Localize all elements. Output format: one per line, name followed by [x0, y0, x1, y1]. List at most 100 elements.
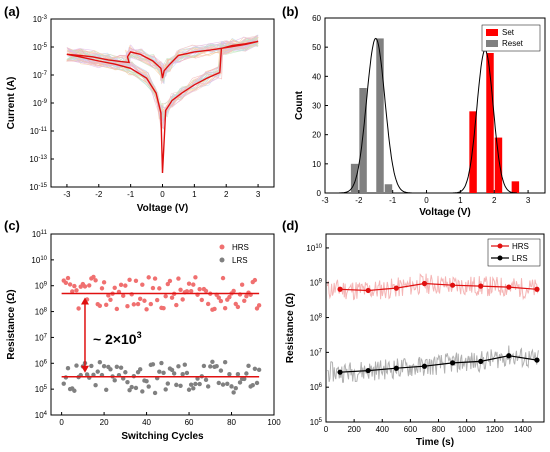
x-tick-label: 1: [458, 196, 463, 205]
data-point-lrs: [174, 382, 179, 388]
data-point-lrs: [233, 385, 238, 391]
data-point-lrs: [201, 363, 207, 369]
data-point-lrs: [188, 382, 194, 387]
x-tick-label: -2: [355, 196, 363, 205]
series-line-hrs: [340, 282, 538, 292]
gaussian-fit-curve: [339, 37, 412, 194]
y-tick-label: 1011: [32, 230, 48, 239]
y-tick-label: 60: [312, 14, 321, 23]
panel-label-d: (d): [282, 218, 299, 233]
data-point-hrs: [212, 306, 217, 312]
data-point-lrs: [393, 365, 399, 371]
data-point-hrs: [93, 278, 98, 283]
data-point-lrs: [74, 363, 79, 368]
data-point-lrs: [220, 382, 226, 387]
data-point-lrs: [365, 367, 371, 374]
data-point-lrs: [112, 378, 117, 383]
data-point-hrs: [365, 287, 371, 294]
y-tick-label: 106: [35, 359, 48, 368]
data-point-hrs: [152, 276, 158, 281]
data-point-hrs: [72, 283, 77, 289]
data-point-lrs: [91, 372, 96, 378]
panel-label-c: (c): [4, 218, 20, 233]
legend-label-hrs: HRS: [232, 243, 249, 252]
histogram-bar-set: [486, 53, 494, 193]
x-tick-label: 1: [192, 190, 197, 199]
data-point-hrs: [222, 305, 228, 311]
y-tick-label: 10: [312, 160, 321, 169]
x-tick-label: 20: [100, 418, 109, 427]
data-point-hrs: [157, 286, 162, 291]
histogram-bar-reset: [384, 184, 393, 193]
data-point-lrs: [72, 388, 77, 393]
data-point-lrs: [534, 357, 540, 363]
data-point-hrs: [104, 302, 109, 308]
data-point-hrs: [108, 297, 113, 303]
data-point-lrs: [178, 383, 183, 388]
data-point-lrs: [65, 365, 71, 371]
data-point-lrs: [203, 377, 209, 383]
data-point-lrs: [225, 381, 230, 387]
data-point-hrs: [161, 305, 166, 311]
data-point-hrs: [121, 293, 126, 298]
legend-label-lrs: LRS: [512, 254, 528, 263]
data-point-lrs: [186, 387, 192, 392]
data-point-lrs: [97, 360, 103, 365]
data-point-hrs: [87, 283, 92, 288]
data-point-lrs: [129, 384, 134, 390]
x-tick-label: -3: [321, 196, 329, 205]
data-point-hrs: [82, 284, 88, 289]
data-point-lrs: [337, 369, 343, 375]
data-point-lrs: [152, 390, 158, 396]
data-point-hrs: [449, 282, 456, 288]
legend-marker-hrs: [219, 244, 225, 250]
y-tick-label: 10-5: [33, 43, 48, 52]
x-tick-label: 2: [224, 190, 229, 199]
ratio-arrow-head-down: [80, 365, 89, 373]
y-tick-label: 10-15: [29, 183, 47, 192]
data-point-lrs: [506, 353, 512, 359]
legend-box: [487, 238, 541, 267]
data-point-lrs: [205, 384, 211, 389]
data-point-hrs: [180, 297, 185, 302]
x-tick-label: 40: [142, 418, 151, 427]
data-point-hrs: [138, 296, 143, 302]
x-tick-label: 200: [347, 425, 361, 434]
data-point-lrs: [127, 387, 132, 393]
y-tick-label: 1010: [306, 244, 322, 253]
x-tick-label: -1: [127, 190, 135, 199]
data-point-lrs: [193, 381, 198, 387]
data-point-lrs: [237, 380, 243, 385]
data-point-hrs: [144, 307, 149, 312]
x-tick-label: 100: [267, 418, 281, 427]
raw-trace-hrs: [326, 273, 539, 301]
y-tick-label: 107: [310, 348, 323, 357]
data-point-hrs: [176, 276, 181, 281]
data-point-hrs: [148, 301, 154, 307]
histogram-bar-reset: [376, 38, 384, 193]
data-point-hrs: [337, 286, 343, 292]
y-tick-label: 108: [310, 314, 323, 323]
legend: HRS LRS: [487, 238, 541, 267]
data-point-hrs: [123, 283, 128, 288]
x-tick-label: 0: [160, 190, 165, 199]
data-point-lrs: [216, 380, 221, 386]
y-tick-label: 20: [312, 131, 321, 140]
data-point-hrs: [199, 297, 204, 303]
ratio-annotation: ~ 2×103: [93, 330, 142, 347]
raw-trace-lrs: [327, 345, 539, 383]
data-point-hrs: [193, 275, 198, 280]
data-point-hrs: [242, 298, 247, 303]
x-axis-title: Voltage (V): [419, 207, 470, 218]
data-point-lrs: [210, 359, 215, 364]
data-point-lrs: [140, 389, 145, 394]
legend: Set Reset: [481, 24, 541, 52]
data-point-hrs: [506, 284, 512, 290]
data-point-hrs: [140, 282, 145, 287]
data-point-lrs: [125, 379, 130, 385]
y-tick-label: 30: [312, 102, 321, 111]
y-tick-label: 50: [312, 43, 321, 52]
data-point-hrs: [97, 303, 103, 308]
x-tick-label: 0: [324, 425, 329, 434]
data-point-hrs: [74, 288, 79, 293]
